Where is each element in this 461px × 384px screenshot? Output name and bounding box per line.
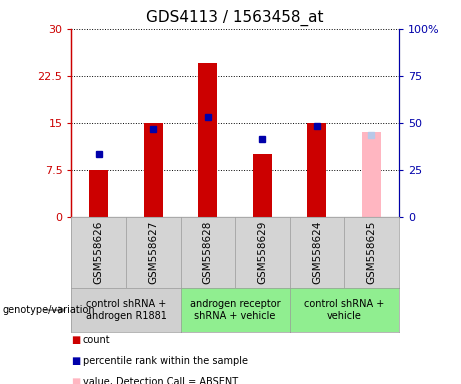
Text: genotype/variation: genotype/variation (2, 305, 95, 315)
Text: GSM558625: GSM558625 (366, 220, 377, 284)
Text: control shRNA +
androgen R1881: control shRNA + androgen R1881 (86, 299, 166, 321)
Bar (198, 63, 218, 217)
Text: ■: ■ (71, 377, 81, 384)
Text: control shRNA +
vehicle: control shRNA + vehicle (304, 299, 384, 321)
Text: GSM558626: GSM558626 (94, 220, 104, 284)
Text: androgen receptor
shRNA + vehicle: androgen receptor shRNA + vehicle (190, 299, 280, 321)
Text: ■: ■ (71, 335, 81, 345)
Bar (362, 132, 381, 217)
Bar (307, 123, 326, 217)
Bar (89, 170, 108, 217)
Text: GSM558628: GSM558628 (203, 220, 213, 284)
Text: count: count (83, 335, 111, 345)
Bar (253, 154, 272, 217)
Text: value, Detection Call = ABSENT: value, Detection Call = ABSENT (83, 377, 238, 384)
Bar (144, 123, 163, 217)
Title: GDS4113 / 1563458_at: GDS4113 / 1563458_at (146, 10, 324, 26)
Text: GSM558629: GSM558629 (257, 220, 267, 284)
Text: ■: ■ (71, 356, 81, 366)
Text: GSM558624: GSM558624 (312, 220, 322, 284)
Text: GSM558627: GSM558627 (148, 220, 158, 284)
Text: percentile rank within the sample: percentile rank within the sample (83, 356, 248, 366)
